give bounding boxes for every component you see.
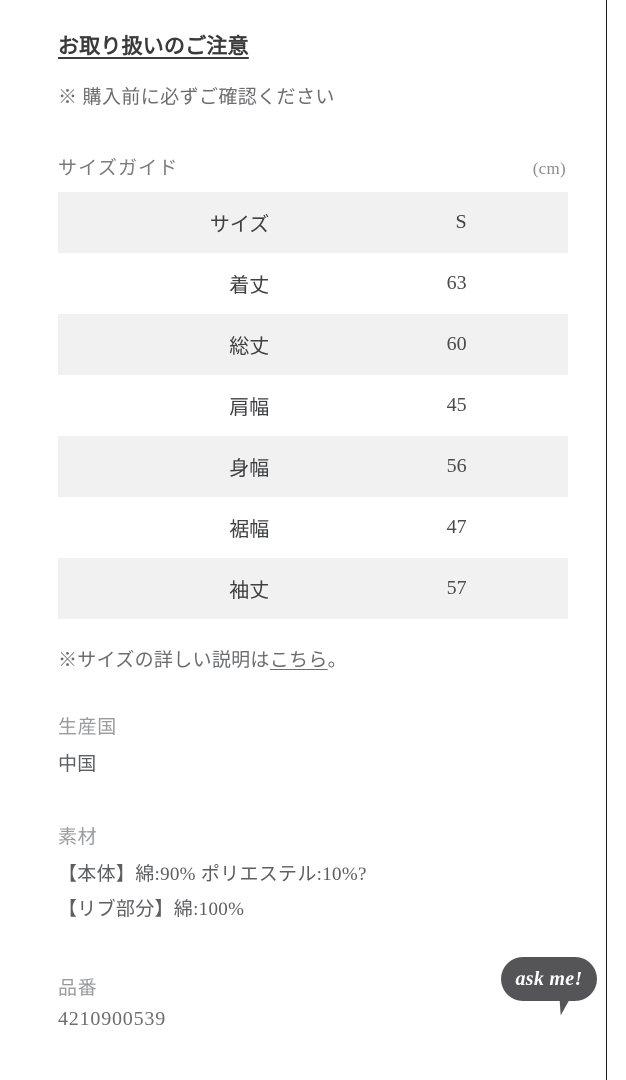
item-number-block: 品番 4210900539 <box>58 973 566 1031</box>
row-value-s: 56 <box>291 436 495 497</box>
material-label: 素材 <box>58 827 98 848</box>
item-number-label: 品番 <box>58 978 98 999</box>
row-value-m: 58 <box>494 558 568 619</box>
table-row: 総丈 60 61 <box>58 314 568 375</box>
size-guide-title: サイズガイド <box>58 158 179 179</box>
ask-me-chat-button[interactable]: ask me! <box>501 957 597 1016</box>
size-table-scroll-container[interactable]: サイズ S M 着丈 63 65 総丈 60 61 <box>58 192 568 619</box>
size-guide-header: サイズガイド (cm) <box>58 153 566 180</box>
row-value-s: 47 <box>446 516 467 538</box>
product-detail-page: お取り扱いのご注意 ※ 購入前に必ずご確認ください サイズガイド (cm) サイ… <box>58 35 597 1031</box>
material-body-line: 【本体】綿:90% ポリエステル:10%? <box>58 864 367 885</box>
row-label: 肩幅 <box>229 397 270 419</box>
page-content: お取り扱いのご注意 ※ 購入前に必ずご確認ください サイズガイド (cm) サイ… <box>58 35 568 1031</box>
row-value-m: 46 <box>495 375 568 436</box>
row-value-m: 61 <box>494 314 568 375</box>
row-value-s: 63 <box>446 272 467 294</box>
country-label: 生産国 <box>58 717 117 738</box>
item-number-value: 4210900539 <box>58 1008 166 1030</box>
header-cell-size: サイズ <box>58 192 292 253</box>
row-value-s: 60 <box>291 314 495 375</box>
ask-me-label: ask me! <box>515 967 583 990</box>
row-label: 着丈 <box>229 275 270 297</box>
header-cell-m: M <box>494 192 568 253</box>
table-row: 着丈 63 65 <box>58 253 568 314</box>
size-table-header: サイズ S M <box>58 192 568 253</box>
row-value-m: 65 <box>495 253 568 314</box>
speech-bubble-icon: ask me! <box>501 957 597 1001</box>
size-detail-note-suffix: 。 <box>327 650 347 671</box>
size-detail-note-prefix: ※サイズの詳しい説明は <box>58 650 270 671</box>
material-block: 素材 【本体】綿:90% ポリエステル:10%? 【リブ部分】綿:100% <box>58 822 566 921</box>
size-guide-table: サイズ S M 着丈 63 65 総丈 60 61 <box>58 192 568 619</box>
window-outer-gutter <box>607 0 626 1080</box>
purchase-confirmation-note: ※ 購入前に必ずご確認ください <box>58 87 335 108</box>
material-rib-line: 【リブ部分】綿:100% <box>58 899 245 920</box>
header-cell-s: S <box>291 192 495 253</box>
country-of-origin-block: 生産国 中国 <box>58 712 566 776</box>
size-guide-unit: (cm) <box>532 159 566 178</box>
row-label: 袖丈 <box>58 558 292 619</box>
window-border <box>606 0 607 1080</box>
table-header-row: サイズ S M <box>58 192 568 253</box>
care-instructions-heading: お取り扱いのご注意 <box>58 35 249 58</box>
country-value: 中国 <box>58 754 97 775</box>
size-detail-note: ※サイズの詳しい説明はこちら。 <box>58 645 566 672</box>
row-value-m: 59 <box>494 436 568 497</box>
row-value-m: 49 <box>495 497 568 558</box>
row-label: 裾幅 <box>229 519 270 541</box>
table-row: 袖丈 57 58 <box>58 558 568 619</box>
table-row: 裾幅 47 49 <box>58 497 568 558</box>
table-row: 身幅 56 59 <box>58 436 568 497</box>
row-value-s: 45 <box>446 394 467 416</box>
row-value-s: 57 <box>291 558 495 619</box>
size-table-body: 着丈 63 65 総丈 60 61 肩幅 45 46 <box>58 253 568 619</box>
row-label: 身幅 <box>58 436 292 497</box>
table-row: 肩幅 45 46 <box>58 375 568 436</box>
row-label: 総丈 <box>58 314 292 375</box>
size-detail-link[interactable]: こちら <box>269 650 328 671</box>
